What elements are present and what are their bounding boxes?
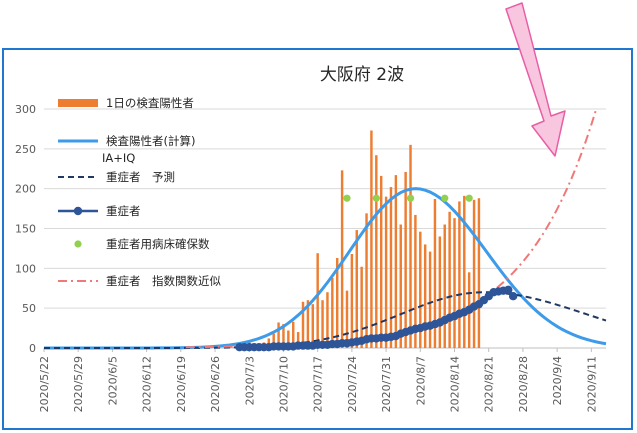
bar bbox=[350, 253, 354, 348]
y-tick-label: 150 bbox=[15, 223, 36, 236]
x-tick-label: 2020/8/21 bbox=[483, 356, 496, 412]
y-tick-label: 200 bbox=[15, 183, 36, 196]
x-tick-label: 2020/7/24 bbox=[346, 356, 359, 412]
bar bbox=[389, 187, 393, 348]
severe-forecast-line bbox=[44, 291, 607, 349]
y-tick-label: 50 bbox=[22, 302, 36, 315]
bar bbox=[296, 332, 300, 348]
bar bbox=[409, 144, 412, 348]
bar bbox=[282, 324, 285, 348]
legend-label: 重症者 予測 bbox=[106, 170, 175, 184]
bar bbox=[379, 175, 383, 348]
legend-label: 重症者 指数関数近似 bbox=[106, 274, 221, 288]
legend-label: 1日の検査陽性者 bbox=[106, 96, 194, 110]
bar bbox=[463, 195, 466, 348]
bed-capacity-point bbox=[343, 194, 351, 202]
bar bbox=[404, 171, 407, 348]
bar bbox=[292, 321, 295, 348]
x-tick-label: 2020/7/31 bbox=[380, 356, 393, 412]
bar bbox=[423, 244, 427, 348]
bar bbox=[316, 253, 319, 348]
bar bbox=[287, 330, 290, 348]
x-tick-label: 2020/5/22 bbox=[38, 356, 51, 412]
legend-label: 重症者用病床確保数 bbox=[106, 237, 210, 251]
bar bbox=[443, 224, 446, 348]
chart-title: 大阪府 2波 bbox=[320, 65, 404, 85]
bar bbox=[433, 199, 437, 348]
legend-swatch-marker bbox=[73, 206, 83, 216]
bar bbox=[477, 198, 481, 348]
y-tick-label: 100 bbox=[15, 262, 36, 275]
x-tick-label: 2020/6/26 bbox=[209, 356, 222, 412]
x-tick-label: 2020/9/11 bbox=[585, 356, 598, 412]
bar bbox=[399, 224, 402, 348]
x-tick-label: 2020/8/7 bbox=[414, 356, 427, 405]
y-tick-label: 300 bbox=[15, 103, 36, 116]
bar bbox=[331, 277, 334, 348]
chart-frame bbox=[2, 48, 633, 430]
bar bbox=[326, 292, 329, 348]
x-tick-label: 2020/6/19 bbox=[175, 356, 188, 412]
x-tick-label: 2020/8/14 bbox=[449, 356, 462, 412]
legend-swatch-marker bbox=[74, 240, 82, 248]
bar bbox=[419, 231, 422, 348]
bar bbox=[370, 130, 373, 348]
bed-capacity-point bbox=[372, 194, 380, 202]
x-tick-label: 2020/7/3 bbox=[243, 356, 256, 405]
y-tick-label: 250 bbox=[15, 143, 36, 156]
bar bbox=[301, 301, 305, 348]
annotation-arrow bbox=[505, 2, 566, 157]
bar bbox=[365, 213, 368, 348]
bar bbox=[394, 175, 398, 348]
bar bbox=[472, 199, 476, 348]
severe-exp-fit-line bbox=[185, 108, 598, 349]
x-tick-label: 2020/6/5 bbox=[106, 356, 119, 405]
bar bbox=[375, 155, 378, 348]
bed-capacity-point bbox=[441, 194, 449, 202]
bar bbox=[384, 196, 388, 348]
x-tick-label: 2020/7/17 bbox=[312, 356, 325, 412]
legend-label: 検査陽性者(計算) bbox=[106, 134, 195, 148]
x-tick-label: 2020/5/29 bbox=[72, 356, 85, 412]
bar bbox=[428, 251, 432, 348]
bar bbox=[306, 300, 310, 348]
bar bbox=[272, 333, 275, 348]
legend-label: 重症者 bbox=[106, 204, 141, 218]
legend-swatch-bar bbox=[58, 99, 98, 107]
x-tick-label: 2020/6/12 bbox=[141, 356, 154, 412]
bar bbox=[448, 211, 451, 348]
bar bbox=[335, 257, 339, 348]
severe-point bbox=[508, 292, 518, 301]
y-tick-label: 0 bbox=[29, 342, 36, 355]
legend-label: IA+IQ bbox=[102, 151, 135, 165]
bar bbox=[414, 214, 417, 348]
bar bbox=[453, 218, 456, 348]
bar bbox=[360, 266, 363, 348]
x-tick-label: 2020/9/4 bbox=[551, 356, 564, 405]
bar bbox=[458, 201, 461, 348]
bed-capacity-point bbox=[465, 194, 473, 202]
bed-capacity-point bbox=[406, 194, 415, 202]
bar bbox=[355, 230, 358, 348]
bar bbox=[345, 290, 349, 348]
x-tick-label: 2020/8/28 bbox=[517, 356, 530, 412]
bar bbox=[340, 170, 344, 348]
bar bbox=[321, 300, 324, 348]
x-tick-label: 2020/7/10 bbox=[277, 356, 290, 412]
bar bbox=[438, 236, 442, 348]
bar bbox=[311, 304, 315, 348]
severe-point bbox=[504, 285, 513, 295]
bar bbox=[277, 322, 280, 348]
